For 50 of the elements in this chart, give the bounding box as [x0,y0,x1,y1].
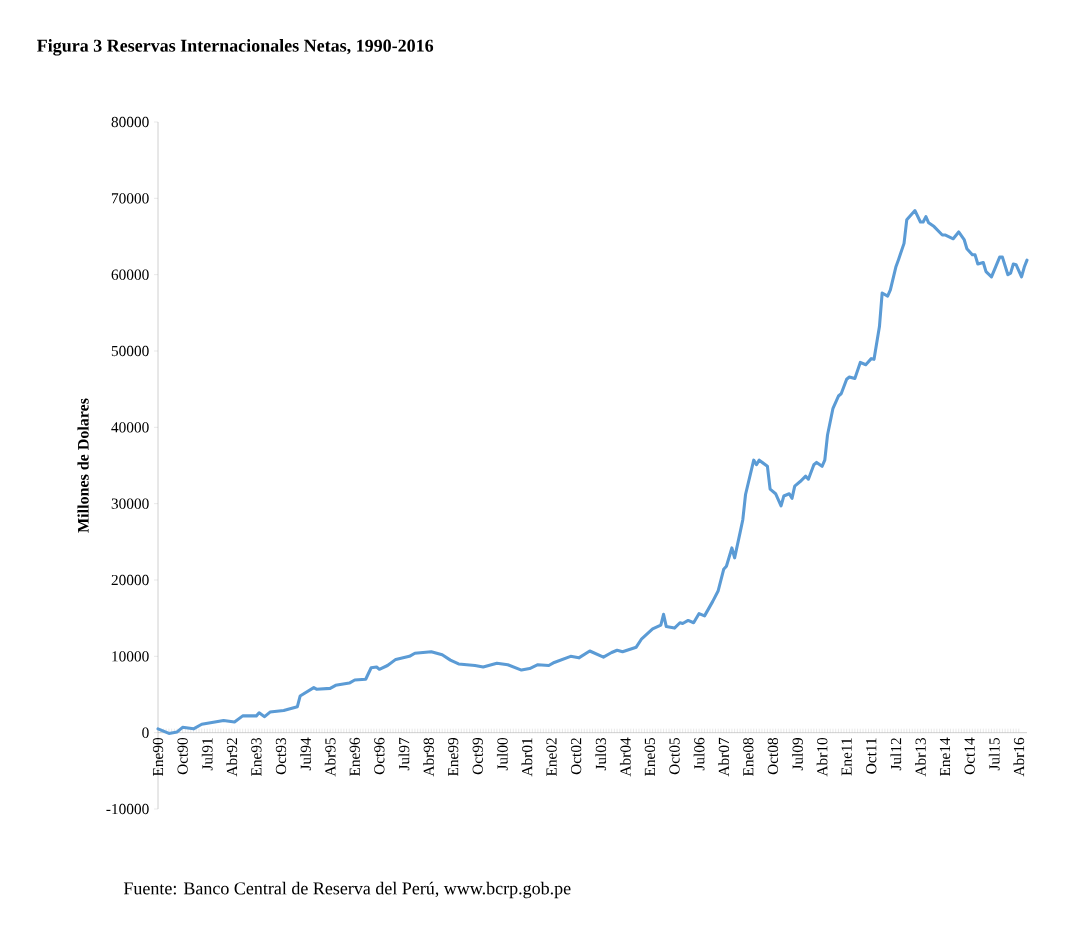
x-tick-label: Oct99 [472,738,483,775]
x-tick-label: Jul03 [595,737,607,771]
x-tick-label: Jul06 [693,737,705,771]
y-tick-label: 0 [142,727,149,738]
y-tick-label: 70000 [111,193,149,204]
x-tick-label: Oct14 [964,737,975,775]
y-axis-title: Millones de Dolares [77,398,89,533]
x-tick-label: Ene14 [939,737,951,777]
x-tick-label: Oct90 [177,737,188,775]
x-tick-label: Jul94 [300,737,311,771]
x-tick-label: Ene05 [644,737,656,777]
y-tick-label: 40000 [111,422,149,433]
x-tick-label: Jul97 [398,737,410,771]
x-tick-label: Oct93 [275,737,287,775]
chart-title: Figura 3 Reservas Internacionales Netas, 1990-2016 [37,39,434,56]
x-tick-label: Oct11 [866,738,877,774]
x-tick-label: Abr98 [423,737,434,777]
x-tick-label: Oct08 [767,737,779,775]
x-tick-label: Ene08 [743,737,754,777]
x-tick-label: Ene93 [251,737,262,777]
x-tick-label: Ene02 [546,738,557,777]
x-tick-label: Abr10 [816,737,828,777]
y-tick-label: 80000 [111,116,149,128]
y-tick-label: 30000 [111,498,149,509]
x-tick-label: Oct02 [570,738,582,775]
line-series [156,209,1029,735]
x-tick-label: Jul00 [496,737,508,771]
x-tick-label: Abr92 [226,738,238,777]
x-tick-label: Oct05 [669,737,680,775]
x-tick-label: Ene96 [349,737,360,777]
y-tick-label: 50000 [111,345,149,357]
x-tick-label: Oct96 [374,737,385,775]
x-tick-label: Abr01 [521,738,533,777]
y-tick-label: -10000 [106,803,149,815]
x-tick-label: Ene11 [841,738,852,776]
y-tick-label: 10000 [112,651,149,662]
source-note: Fuente: Banco Central de Reserva del Perú, www.bcrp.gob.pe [123,881,571,899]
x-tick-label: Jul12 [890,738,902,771]
x-tick-label: Jul09 [792,738,803,771]
x-tick-label: Abr07 [718,737,730,777]
y-tick-label: 60000 [111,269,149,280]
y-tick-label: 20000 [111,574,149,586]
x-tick-label: Abr04 [619,737,631,777]
x-tick-label: Ene99 [447,738,459,777]
x-tick-label: Abr13 [915,737,926,777]
x-tick-label: Abr95 [324,737,336,777]
x-tick-label: Jul91 [201,738,213,771]
x-tick-label: Abr16 [1013,737,1025,777]
x-tick-label: Ene90 [152,737,164,777]
x-tick-label: Jul15 [988,737,1000,771]
